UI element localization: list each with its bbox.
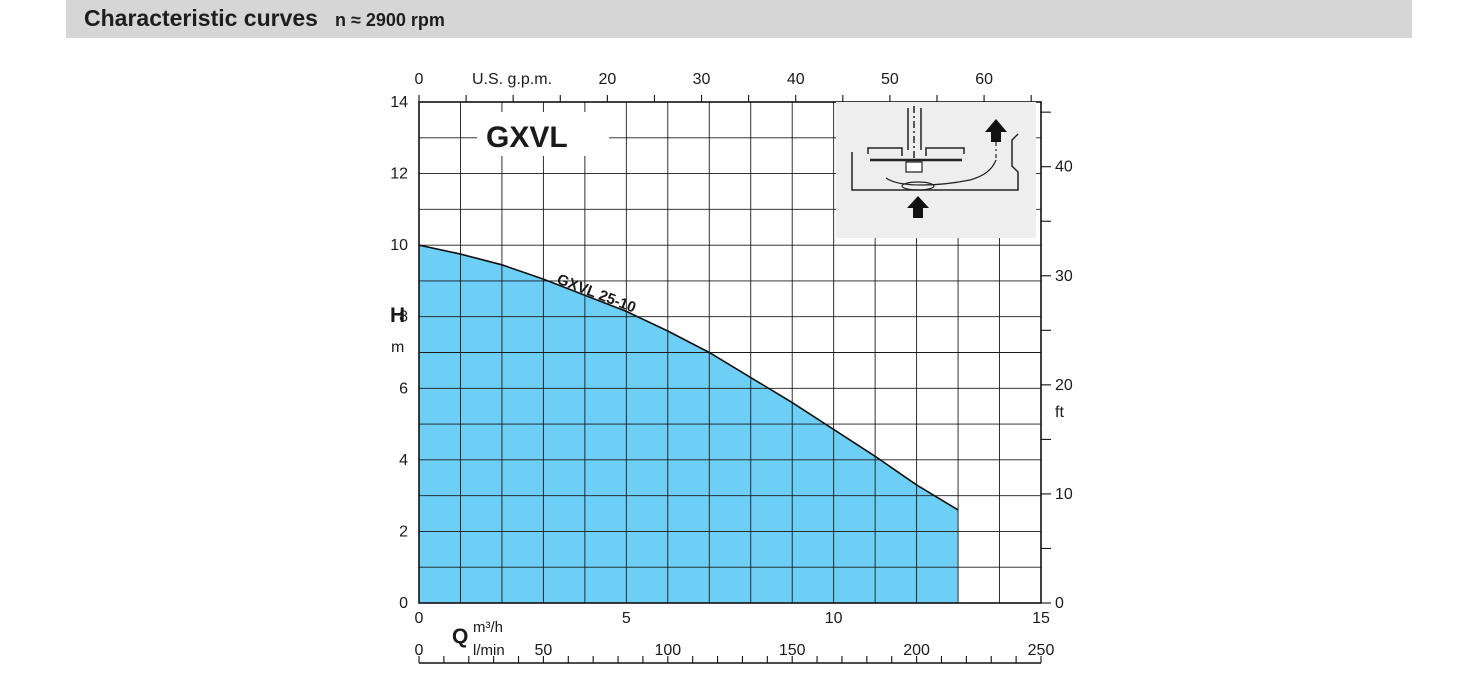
ft-axis-unit: ft bbox=[1055, 404, 1064, 421]
x-axis-unit-m3h: m³/h bbox=[473, 619, 503, 636]
lmin-tick-label: 50 bbox=[535, 642, 553, 659]
gpm-tick-label: 60 bbox=[975, 71, 993, 88]
y-tick-label: 6 bbox=[399, 380, 408, 397]
y-axis-unit: m bbox=[391, 339, 404, 356]
ft-tick-label: 20 bbox=[1055, 377, 1073, 394]
ft-tick-label: 10 bbox=[1055, 486, 1073, 503]
x-axis-symbol: Q bbox=[452, 625, 468, 648]
section-title: Characteristic curves bbox=[84, 5, 318, 31]
y-tick-label: 0 bbox=[399, 595, 408, 612]
gpm-tick-label: 20 bbox=[598, 71, 616, 88]
lmin-axis-unit: l/min bbox=[473, 642, 505, 659]
curve-line bbox=[418, 244, 959, 511]
x-tick-label: 10 bbox=[825, 610, 843, 627]
lmin-tick-label: 100 bbox=[654, 642, 681, 659]
section-header: Characteristic curves n ≈ 2900 rpm bbox=[66, 0, 1412, 38]
lmin-tick-label: 150 bbox=[779, 642, 806, 659]
ft-tick-label: 40 bbox=[1055, 159, 1073, 176]
plot-frame bbox=[418, 101, 1042, 604]
x-tick-label: 0 bbox=[415, 610, 424, 627]
y-tick-label: 4 bbox=[399, 452, 408, 469]
x-tick-label: 5 bbox=[622, 610, 631, 627]
gpm-tick-label: 40 bbox=[787, 71, 805, 88]
gpm-axis-unit: U.S. g.p.m. bbox=[472, 71, 552, 88]
y-axis-symbol: H bbox=[390, 304, 405, 327]
y-tick-label: 10 bbox=[390, 237, 408, 254]
ft-tick-label: 0 bbox=[1055, 595, 1064, 612]
x-tick-label: 15 bbox=[1032, 610, 1050, 627]
chart-title-box bbox=[477, 112, 609, 156]
y-tick-label: 14 bbox=[390, 94, 408, 111]
ft-tick-label: 30 bbox=[1055, 268, 1073, 285]
lmin-tick-label: 200 bbox=[903, 642, 930, 659]
y-tick-label: 12 bbox=[390, 166, 408, 183]
gpm-tick-label: 30 bbox=[693, 71, 711, 88]
lmin-tick-label: 250 bbox=[1028, 642, 1055, 659]
y-tick-label: 8 bbox=[399, 309, 408, 326]
pump-section-diagram bbox=[836, 102, 1036, 238]
y-tick-label: 2 bbox=[399, 523, 408, 540]
gpm-tick-label: 0 bbox=[415, 71, 424, 88]
lmin-tick-label: 0 bbox=[415, 642, 424, 659]
gpm-tick-label: 50 bbox=[881, 71, 899, 88]
chart-title: GXVL bbox=[486, 121, 568, 154]
speed-label: n ≈ 2900 rpm bbox=[335, 10, 445, 30]
